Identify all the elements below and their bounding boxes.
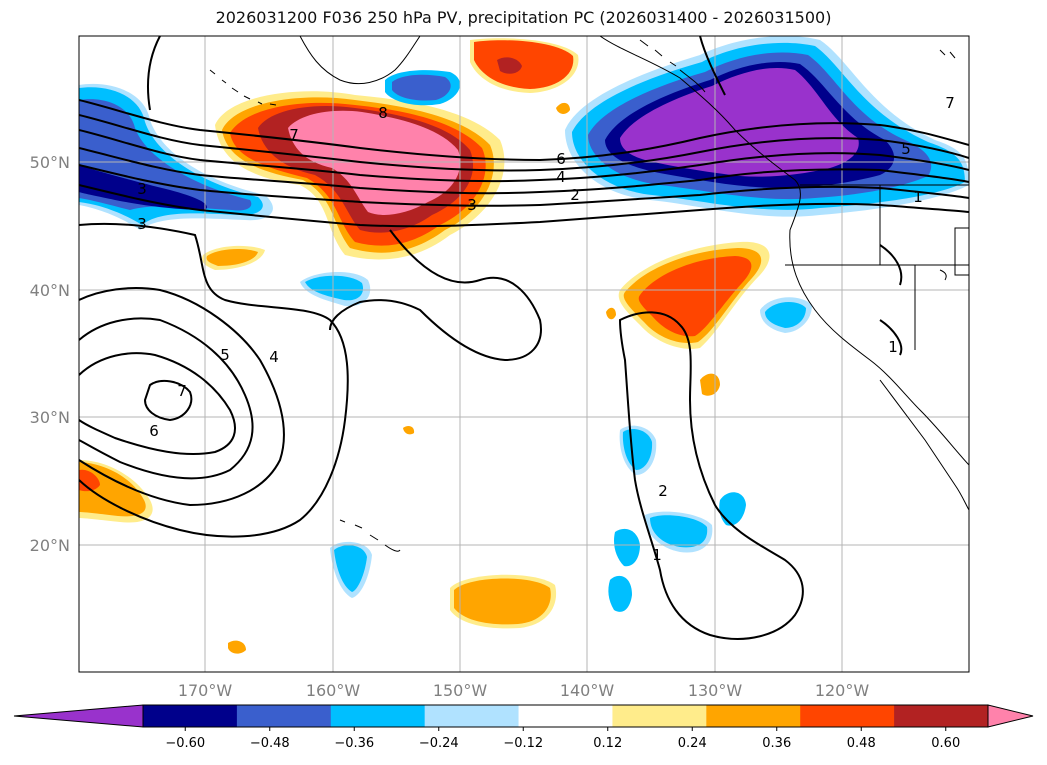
precip-west-dark xyxy=(79,165,207,210)
colorbar-segment xyxy=(518,705,613,727)
pv-label: 3 xyxy=(137,180,147,198)
map-frame xyxy=(78,35,970,673)
precip-blue-small-core xyxy=(392,74,451,101)
pv-label: 5 xyxy=(220,346,230,364)
colorbar-tick-label: 0.60 xyxy=(931,736,960,751)
lon-label-120w: 120°W xyxy=(815,681,870,700)
pv-label: 7 xyxy=(289,126,299,144)
pv-label: 7 xyxy=(177,382,187,400)
lon-label-160w: 160°W xyxy=(306,681,361,700)
lon-label-140w: 140°W xyxy=(560,681,615,700)
precip-blob-13 xyxy=(228,640,246,654)
pv-label: 6 xyxy=(149,422,159,440)
precip-blob-9 xyxy=(614,528,640,567)
colorbar-tick-label: −0.12 xyxy=(503,736,543,751)
precip-blob-6-core xyxy=(334,545,367,592)
precip-blob-1-core xyxy=(206,248,258,266)
colorbar-tick-label: −0.48 xyxy=(250,736,290,751)
lon-axis: 170°W 160°W 150°W 140°W 130°W 120°W xyxy=(178,681,870,700)
pv-label: 1 xyxy=(888,338,898,356)
lon-label-130w: 130°W xyxy=(688,681,743,700)
precip-gulf-core xyxy=(497,57,522,74)
precip-gulf-red xyxy=(474,40,574,89)
precip-blob-15 xyxy=(556,102,570,114)
colorbar-segment xyxy=(424,705,520,727)
pv-contours xyxy=(79,36,969,640)
colorbar-tick-label: 0.24 xyxy=(678,736,707,751)
pv-label: 3 xyxy=(137,215,147,233)
colorbar-segment xyxy=(800,705,895,727)
gridlines xyxy=(79,36,969,672)
pv-label: 1 xyxy=(652,546,662,564)
coastlines xyxy=(209,36,969,552)
colorbar-segment xyxy=(143,705,238,727)
lat-label-40n: 40°N xyxy=(30,281,70,300)
pv-label: 7 xyxy=(945,94,955,112)
pv-label: 3 xyxy=(467,196,477,214)
precip-blob-4-core xyxy=(79,462,146,517)
pv-label: 6 xyxy=(556,150,566,168)
precip-blob-2-core xyxy=(305,275,364,301)
colorbar-ticks: −0.60 −0.48 −0.36 −0.24 −0.12 0.12 0.24 0.36 0.4… xyxy=(165,727,960,751)
colorbar-tick-label: −0.60 xyxy=(165,736,205,751)
pv-label: 8 xyxy=(378,104,388,122)
colorbar-tick-label: −0.24 xyxy=(419,736,459,751)
pv-contour-labels: 7 8 6 4 2 3 5 1 3 3 5 4 7 6 2 1 1 7 xyxy=(137,94,955,564)
pv-label: 2 xyxy=(658,482,668,500)
colorbar-frame xyxy=(142,704,989,728)
precip-east-purple-core xyxy=(620,67,859,177)
lat-axis: 50°N 40°N 30°N 20°N xyxy=(30,153,70,555)
precip-blob-14 xyxy=(403,425,415,435)
colorbar-extend-low xyxy=(13,704,144,728)
colorbar-segments xyxy=(143,705,989,727)
pv-label: 4 xyxy=(556,168,566,186)
colorbar-tick-label: 0.48 xyxy=(847,736,876,751)
colorbar-extend-high xyxy=(987,704,1034,728)
lon-label-150w: 150°W xyxy=(433,681,488,700)
colorbar-tick-label: −0.36 xyxy=(334,736,374,751)
precip-blob-16 xyxy=(606,307,616,320)
pv-label: 4 xyxy=(269,348,279,366)
precip-blob-5-core xyxy=(454,578,551,625)
lat-label-20n: 20°N xyxy=(30,536,70,555)
colorbar-segment xyxy=(236,705,332,727)
colorbar-tick-label: 0.12 xyxy=(593,736,622,751)
colorbar-tick-label: 0.36 xyxy=(762,736,791,751)
figure-title: 2026031200 F036 250 hPa PV, precipitatio… xyxy=(215,8,832,27)
colorbar-segment xyxy=(894,705,989,727)
pv-label: 1 xyxy=(913,188,923,206)
colorbar-segment xyxy=(612,705,707,727)
lat-label-30n: 30°N xyxy=(30,408,70,427)
precip-blob-3-core xyxy=(765,302,806,328)
pv-label: 5 xyxy=(901,140,911,158)
colorbar-segment xyxy=(706,705,801,727)
colorbar: −0.60 −0.48 −0.36 −0.24 −0.12 0.12 0.24 0.36 0.4… xyxy=(13,704,1034,751)
precip-blob-8-core xyxy=(650,515,708,548)
pv-label: 2 xyxy=(570,186,580,204)
lat-label-50n: 50°N xyxy=(30,153,70,172)
lon-label-170w: 170°W xyxy=(178,681,233,700)
colorbar-segment xyxy=(330,705,426,727)
precip-blob-11 xyxy=(719,492,746,526)
precip-blob-10 xyxy=(608,575,632,612)
